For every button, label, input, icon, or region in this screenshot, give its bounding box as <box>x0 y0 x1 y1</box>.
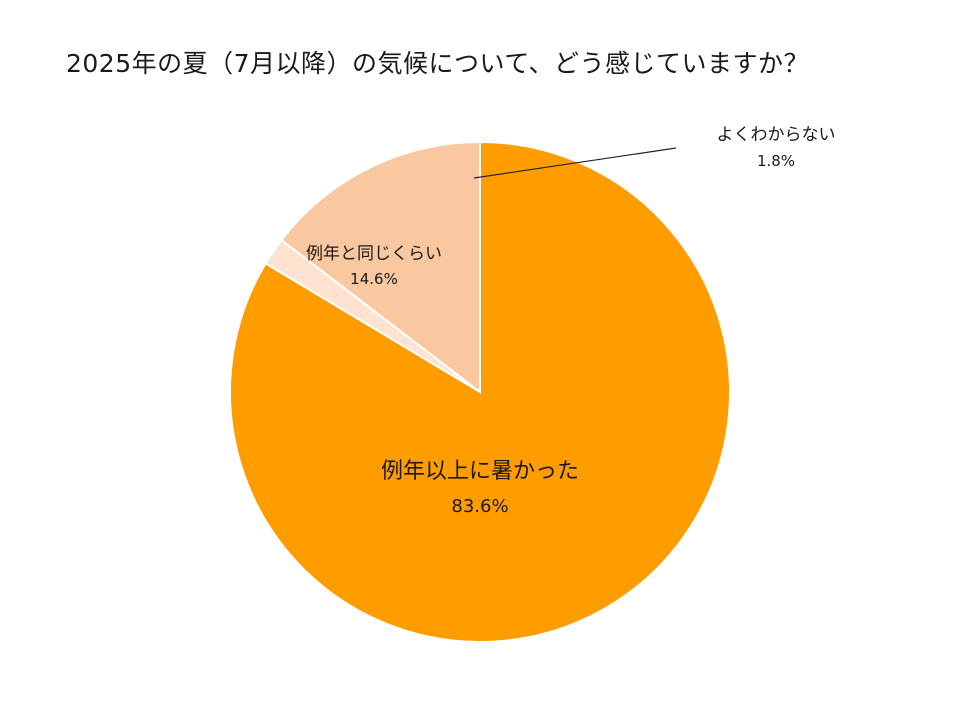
slice-labels: 例年以上に暑かった 83.6% よくわからない 1.8% 例年と同じくらい 14.6% <box>306 125 836 517</box>
chart-title: 2025年の夏（7月以降）の気候について、どう感じていますか？ <box>66 49 810 78</box>
slice-value-label-2: 14.6% <box>350 270 398 288</box>
slice-label-2: 例年と同じくらい <box>306 244 442 264</box>
pie-slice-2 <box>280 140 481 395</box>
slice-value-label-1: 1.8% <box>757 152 795 170</box>
slice-label-0: 例年以上に暑かった <box>381 459 579 484</box>
slice-value-label-0: 83.6% <box>451 496 508 517</box>
slice-label-1: よくわからない <box>717 125 836 145</box>
pie-slices <box>229 140 731 643</box>
leader-lines <box>473 147 677 179</box>
leader-line-1 <box>473 147 677 179</box>
